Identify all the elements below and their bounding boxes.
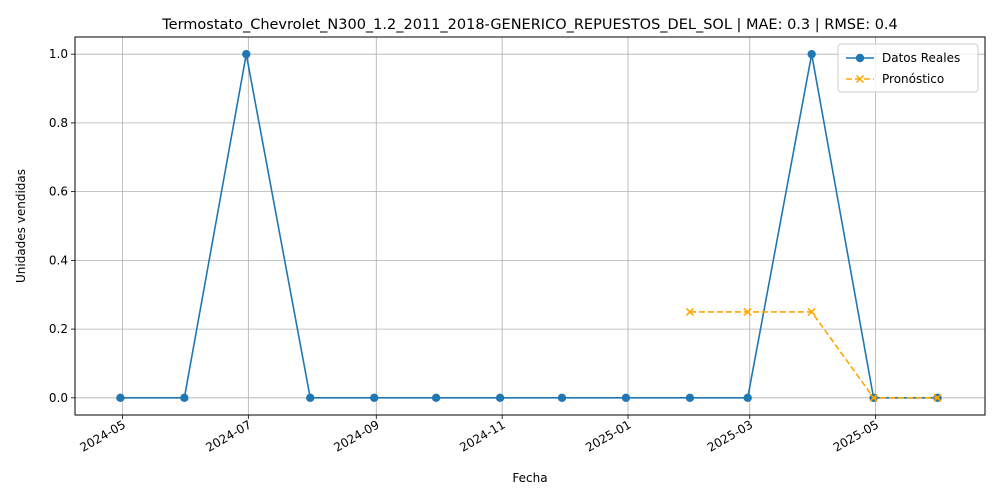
legend-marker-x — [855, 74, 865, 84]
data-point-circle — [431, 393, 441, 403]
x-marker-stroke — [743, 307, 752, 316]
legend-box — [837, 43, 979, 93]
data-point-circle — [242, 49, 251, 59]
data-point-x — [807, 307, 816, 316]
y-tick-label: 0.4 — [49, 253, 68, 267]
plot-frame — [74, 36, 986, 416]
x-marker-stroke — [685, 307, 694, 316]
x-marker-stroke — [933, 393, 942, 402]
legend: Datos Reales Pronóstico — [837, 43, 979, 93]
legend-marker-circle — [855, 53, 865, 63]
data-point-circle — [807, 49, 816, 59]
grid — [75, 37, 985, 415]
y-axis-label: Unidades vendidas — [14, 169, 28, 283]
y-tick-label: 1.0 — [49, 47, 68, 61]
data-point-x — [869, 393, 878, 402]
data-point-x — [743, 307, 752, 316]
data-point-circle — [370, 393, 379, 403]
data-point-circle — [685, 393, 695, 403]
y-tick-label: 0.0 — [49, 391, 68, 405]
data-point-circle — [557, 393, 567, 403]
data-point-circle — [621, 393, 631, 403]
y-tick-label: 0.2 — [49, 322, 68, 336]
y-tick-label: 0.8 — [49, 116, 68, 130]
legend-label-0: Datos Reales — [882, 51, 960, 65]
y-tick-label: 0.6 — [49, 185, 68, 199]
data-point-circle — [306, 393, 315, 403]
data-point-x — [685, 307, 694, 316]
data-point-circle — [495, 393, 505, 403]
data-point-circle — [116, 393, 125, 403]
x-marker-stroke — [869, 393, 878, 402]
series-line-0 — [120, 54, 938, 399]
series-layer — [116, 49, 942, 403]
x-marker-stroke — [807, 307, 816, 316]
legend-label-1: Pronóstico — [882, 72, 944, 86]
data-point-x — [933, 393, 942, 402]
chart-title: Termostato_Chevrolet_N300_1.2_2011_2018-… — [161, 17, 898, 33]
x-axis-label: Fecha — [512, 471, 547, 485]
data-point-circle — [180, 393, 189, 403]
data-point-circle — [743, 393, 752, 403]
